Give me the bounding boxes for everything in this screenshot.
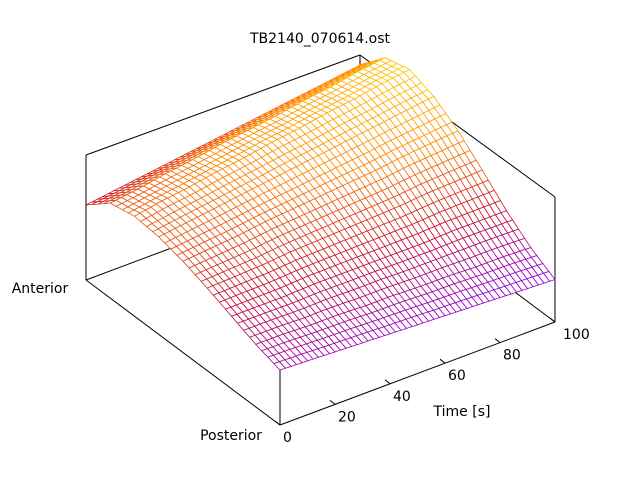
x-tick-mark xyxy=(274,420,281,426)
posterior-label: Posterior xyxy=(200,428,262,444)
axis-box-front xyxy=(85,279,556,426)
x-tick-label: 40 xyxy=(393,389,411,405)
x-tick-label: 20 xyxy=(338,409,356,425)
x-axis-label: Time [s] xyxy=(433,404,491,420)
x-tick-mark xyxy=(384,379,391,385)
time-ticks: 0 20 40 60 80 100 xyxy=(274,317,590,446)
x-tick-mark xyxy=(439,358,446,364)
x-tick-label: 60 xyxy=(448,368,466,384)
surface-cell xyxy=(273,361,287,371)
x-tick-mark xyxy=(329,400,336,405)
chart-title: TB2140_070614.ost xyxy=(249,31,391,47)
x-tick-mark xyxy=(494,338,501,343)
position-axis-line xyxy=(85,279,281,426)
anterior-label: Anterior xyxy=(12,281,69,297)
surface-mesh xyxy=(85,57,556,371)
x-tick-label: 80 xyxy=(503,348,521,364)
x-tick-label: 100 xyxy=(563,327,590,343)
x-tick-label: 0 xyxy=(283,430,292,446)
box-edge xyxy=(85,54,361,156)
time-axis-line xyxy=(279,321,556,426)
x-tick-mark xyxy=(549,317,556,323)
